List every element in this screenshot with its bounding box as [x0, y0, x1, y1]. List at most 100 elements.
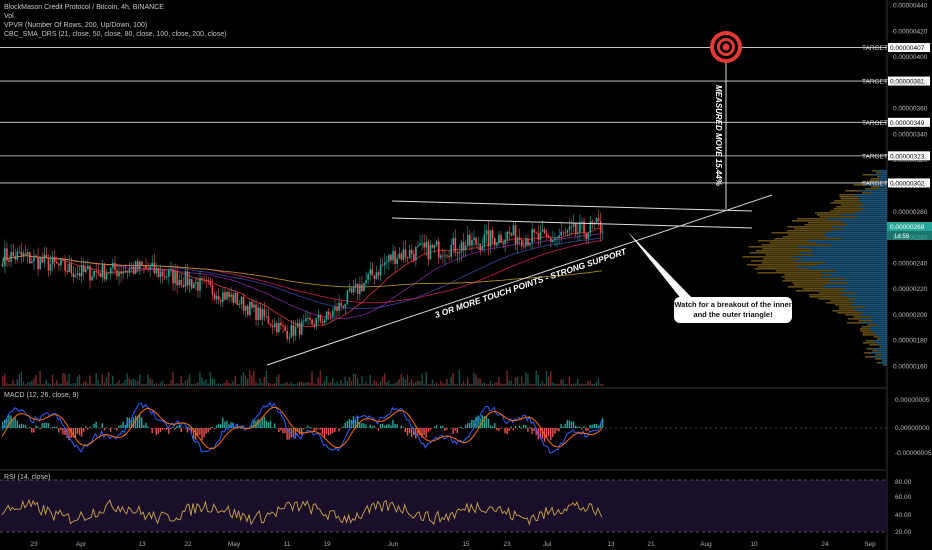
volume-bar [504, 383, 506, 386]
vpvr-bar-down [762, 244, 832, 246]
candle [290, 325, 293, 338]
volume-bar [585, 383, 587, 386]
candle [151, 262, 154, 267]
macd-histogram-bar [570, 421, 573, 428]
macd-histogram-bar [64, 428, 66, 436]
candle [124, 270, 127, 273]
vpvr-bar-up [835, 270, 887, 272]
candle [276, 323, 278, 333]
vpvr-bar-up [831, 244, 887, 246]
target-label: TARGET [862, 120, 888, 127]
target-price-value: 0.00000407 [890, 45, 925, 52]
macd-histogram-bar [47, 423, 50, 428]
macd-histogram-bar [373, 425, 375, 428]
volume-bar [128, 378, 131, 386]
macd-histogram-bar [267, 422, 270, 428]
candle [298, 322, 301, 335]
outer-triangle-top-line[interactable] [391, 200, 753, 212]
candle [2, 265, 4, 267]
macd-histogram-bar [533, 428, 535, 432]
volume-bar [350, 381, 353, 386]
volume-bar [120, 383, 122, 386]
volume-bar [14, 384, 16, 386]
vpvr-bar-up [863, 312, 887, 314]
vpvr-bar-up [861, 322, 887, 324]
vpvr-bar-up [873, 356, 887, 358]
candle [450, 244, 452, 257]
vpvr-bar-down [853, 316, 872, 318]
vpvr-bar-down [865, 340, 874, 342]
macd-histogram-bar [440, 425, 442, 428]
volume-bar [109, 383, 112, 386]
macd-histogram-bar [601, 418, 604, 428]
volume-bar [491, 383, 494, 386]
support-trendline[interactable] [266, 194, 773, 366]
vpvr-bar-up [847, 224, 887, 226]
price-tick-label: 0.00000280 [893, 209, 928, 216]
vpvr-bar-up [878, 180, 887, 182]
volume-bar [523, 383, 525, 386]
candle [12, 252, 14, 256]
legend-vpvr: VPVR (Number Of Rows, 200, Up/Down, 100) [4, 22, 148, 29]
rsi-tick-label: 40.00 [895, 512, 912, 519]
volume-bar [58, 383, 60, 386]
vpvr-bar-down [792, 282, 849, 284]
macd-histogram-bar [136, 415, 139, 428]
time-tick-label: 13 [607, 541, 615, 548]
target-price-tag [888, 43, 930, 53]
macd-histogram-bar [20, 423, 23, 428]
candle [390, 254, 392, 261]
candle [512, 225, 515, 236]
volume-bar [273, 383, 276, 386]
candle [469, 234, 471, 246]
rsi-tick-label: 60.00 [895, 494, 912, 501]
legend-volume: Vol [4, 13, 14, 20]
vpvr-bar-up [871, 330, 887, 332]
volume-bar [462, 381, 465, 386]
volume-bar [363, 383, 365, 386]
price-tick-label: 0.00000440 [893, 3, 928, 10]
volume-bar [473, 372, 475, 386]
price-tick-label: 0.00000180 [893, 338, 928, 345]
target-price-value: 0.00000381 [890, 79, 925, 86]
candle [35, 255, 37, 257]
macd-histogram-bar [82, 428, 85, 432]
macd-histogram-bar [520, 428, 523, 429]
candle [188, 278, 191, 286]
volume-bar [53, 383, 56, 386]
candle [259, 307, 262, 320]
macd-histogram-bar [365, 424, 367, 428]
volume-bar [319, 370, 322, 386]
macd-histogram-bar [190, 428, 193, 433]
volume-bar [97, 380, 99, 386]
candle [466, 234, 469, 246]
volume-bar [493, 382, 496, 386]
macd-histogram-bar [390, 425, 392, 428]
volume-bar [209, 372, 211, 386]
vpvr-bar-down [866, 348, 874, 350]
volume-bar [566, 383, 569, 386]
macd-histogram-bar [442, 425, 444, 428]
macd-histogram-bar [493, 423, 496, 428]
volume-bar [450, 376, 452, 386]
candle [425, 241, 428, 248]
volume-bar [228, 382, 230, 386]
volume-bar [352, 373, 355, 386]
inner-triangle-top-line[interactable] [391, 217, 753, 229]
macd-histogram-bar [315, 428, 317, 431]
volume-bar [599, 383, 602, 386]
candle [537, 232, 540, 240]
volume-bar [514, 377, 517, 386]
volume-bar [232, 381, 234, 386]
candle [504, 239, 506, 245]
macd-histogram-bar [28, 426, 31, 428]
candle [404, 249, 407, 258]
candle [39, 257, 41, 270]
volume-bar [35, 375, 37, 386]
vpvr-bar-down [787, 286, 824, 288]
volume-bar [72, 383, 74, 386]
volume-bar [489, 380, 492, 386]
candle [174, 271, 176, 284]
vpvr-bar-up [826, 284, 887, 286]
